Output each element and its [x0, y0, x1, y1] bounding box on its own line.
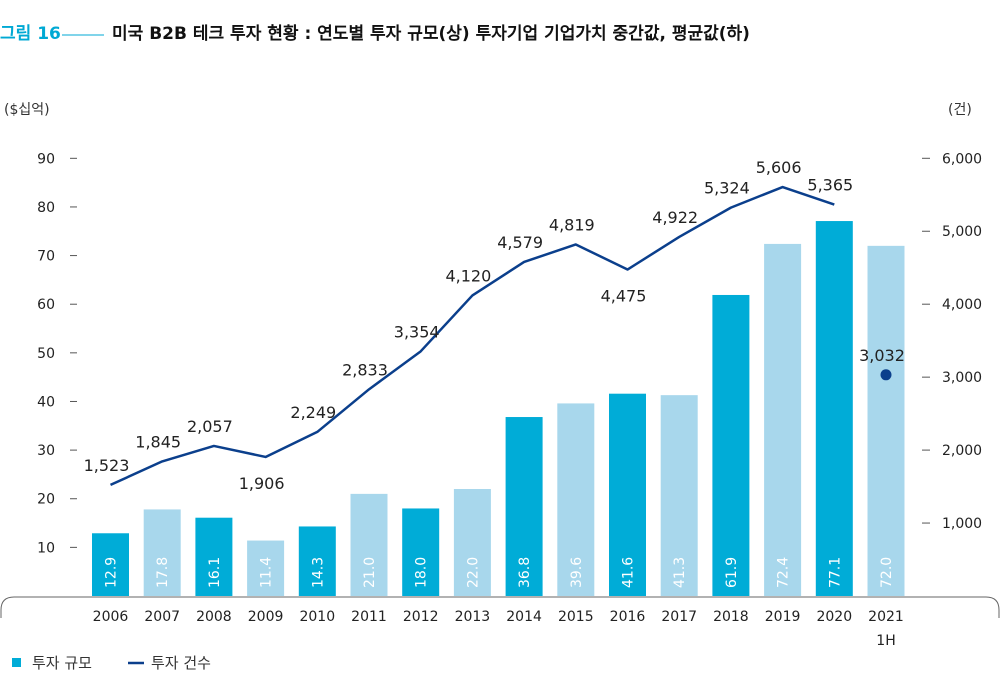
right-tick-label: 3,000 — [942, 370, 982, 386]
count-value-label: 2,057 — [187, 417, 233, 436]
line-labels: 1,523 1,845 2,057 1,906 2,249 2,833 3,354 4,120… — [84, 158, 905, 493]
bar — [609, 393, 646, 596]
right-axis-unit: (건) — [948, 102, 972, 118]
x-tick-label: 2017 — [661, 609, 697, 625]
x-tick-label: 2014 — [506, 609, 542, 625]
bar — [195, 517, 233, 596]
bar-value-label: 36.8 — [517, 557, 533, 588]
count-value-label: 1,523 — [84, 456, 130, 475]
left-tick-label: 90 — [37, 151, 55, 167]
count-value-label: 3,354 — [394, 322, 440, 341]
x-tick-label: 2013 — [455, 609, 491, 625]
chart-title: 미국 B2B 테크 투자 현황 : 연도별 투자 규모(상) 투자기업 기업가치… — [112, 24, 750, 44]
count-point-2021 — [880, 369, 892, 381]
legend-label-bar: 투자 규모 — [32, 654, 92, 672]
bar-value-label: 22.0 — [465, 557, 481, 588]
bar-value-label: 72.4 — [776, 557, 792, 588]
left-tick-label: 10 — [37, 540, 55, 556]
left-axis-unit: ($십억) — [4, 102, 50, 118]
right-tick-label: 1,000 — [942, 516, 982, 532]
x-tick-label: 2010 — [299, 609, 335, 625]
left-tick-label: 50 — [37, 346, 55, 362]
left-tick-label: 70 — [37, 249, 55, 265]
count-line — [109, 185, 835, 487]
x-tick-sublabel: 1H — [876, 633, 895, 649]
x-tick-label: 2008 — [196, 609, 232, 625]
x-axis: 2006 2007 2008 2009 2010 2011 2012 2013 2014 2015… — [93, 609, 904, 649]
right-tick-label: 2,000 — [942, 443, 982, 459]
bar — [815, 221, 853, 596]
x-tick-label: 2019 — [765, 609, 801, 625]
bar — [143, 509, 181, 596]
bar-value-label: 39.6 — [569, 557, 585, 588]
bar-value-label: 11.4 — [259, 557, 275, 588]
x-tick-label: 2006 — [93, 609, 129, 625]
bar — [350, 493, 388, 596]
legend-label-line: 투자 건수 — [151, 654, 211, 672]
legend: 투자 규모 투자 건수 — [12, 654, 211, 672]
bar — [92, 533, 129, 596]
bar — [660, 395, 698, 596]
count-value-label: 2,833 — [342, 360, 388, 379]
bar — [402, 508, 440, 596]
x-tick-label: 2009 — [248, 609, 284, 625]
bar-value-label: 41.6 — [621, 557, 637, 588]
right-tick-label: 5,000 — [942, 224, 982, 240]
bar-value-label: 61.9 — [724, 557, 740, 588]
right-axis: 1,000 2,000 3,000 4,000 5,000 6,000 — [922, 151, 982, 532]
count-value-label: 5,606 — [756, 158, 802, 177]
count-value-label: 4,922 — [652, 208, 698, 227]
x-tick-label: 2012 — [403, 609, 439, 625]
bar-value-label: 77.1 — [827, 557, 843, 588]
count-value-label: 4,120 — [445, 266, 491, 285]
baseline — [0, 596, 1000, 618]
bar — [298, 526, 336, 596]
left-tick-label: 30 — [37, 443, 55, 459]
bar-value-label: 41.3 — [672, 557, 688, 588]
bar — [453, 489, 491, 596]
bar-labels: 12.9 17.8 16.1 11.4 14.3 21.0 18.0 22.0 36.8 39.6… — [104, 557, 896, 588]
x-tick-label: 2018 — [713, 609, 749, 625]
bar — [712, 294, 750, 596]
left-tick-label: 60 — [37, 297, 55, 313]
bar-value-label: 17.8 — [155, 557, 171, 588]
count-value-label: 2,249 — [290, 403, 336, 422]
bar-value-label: 21.0 — [362, 557, 378, 588]
left-tick-label: 20 — [37, 492, 55, 508]
bar-value-label: 16.1 — [207, 557, 223, 588]
bar — [764, 243, 802, 597]
count-value-label: 3,032 — [859, 346, 905, 365]
right-tick-label: 4,000 — [942, 297, 982, 313]
x-tick-label: 2011 — [351, 609, 387, 625]
x-tick-label: 2021 — [868, 609, 904, 625]
bar-series — [92, 221, 905, 597]
bar — [505, 417, 543, 596]
count-value-label: 1,845 — [135, 432, 181, 451]
bar — [557, 403, 595, 596]
count-value-label: 5,324 — [704, 179, 750, 198]
x-tick-label: 2007 — [144, 609, 180, 625]
x-tick-label: 2015 — [558, 609, 594, 625]
bar-value-label: 12.9 — [104, 557, 120, 588]
bar — [247, 540, 285, 596]
bar-value-label: 72.0 — [879, 557, 895, 588]
bar — [867, 245, 905, 596]
legend-swatch-bar — [12, 658, 21, 667]
bar-value-label: 18.0 — [414, 557, 430, 588]
left-axis: 10 20 30 40 50 60 70 80 90 — [37, 151, 77, 556]
figure-label: 그림 16 — [0, 24, 61, 44]
left-tick-label: 80 — [37, 200, 55, 216]
count-value-label: 5,365 — [807, 176, 853, 195]
count-value-label: 4,475 — [601, 287, 647, 306]
left-tick-label: 40 — [37, 394, 55, 410]
right-tick-label: 6,000 — [942, 151, 982, 167]
count-value-label: 4,819 — [549, 215, 595, 234]
line-series — [109, 185, 892, 487]
x-tick-label: 2020 — [816, 609, 852, 625]
bar-value-label: 14.3 — [310, 557, 326, 588]
x-tick-label: 2016 — [610, 609, 646, 625]
count-value-label: 1,906 — [239, 474, 285, 493]
count-value-label: 4,579 — [497, 233, 543, 252]
